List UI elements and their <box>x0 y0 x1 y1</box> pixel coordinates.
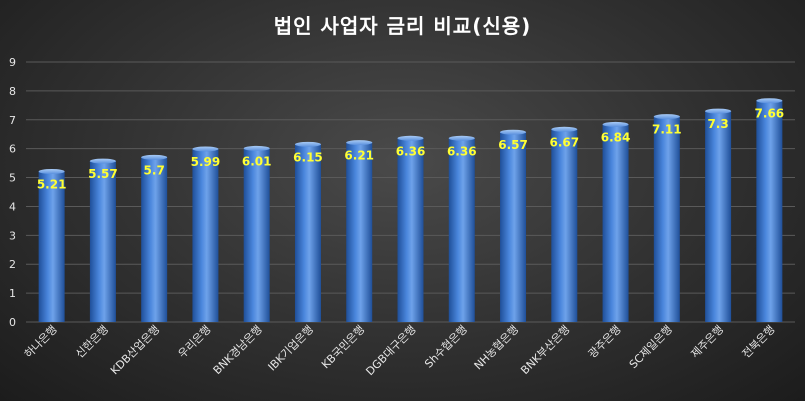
data-label: 6.15 <box>293 150 323 164</box>
y-tick-label: 8 <box>9 85 16 98</box>
data-label: 6.67 <box>549 135 579 149</box>
bar <box>243 145 270 322</box>
y-tick-label: 6 <box>9 143 16 156</box>
chart-title: 법인 사업자 금리 비교(신용) <box>273 14 532 38</box>
bar-cap <box>397 135 424 141</box>
bar <box>705 108 732 322</box>
data-label: 6.84 <box>601 130 631 144</box>
y-tick-label: 2 <box>9 258 16 271</box>
bar-body <box>294 144 321 322</box>
data-label: 7.11 <box>652 123 682 137</box>
bar-body <box>448 138 475 322</box>
bar <box>448 135 475 322</box>
y-tick-label: 5 <box>9 172 16 185</box>
bar-body <box>500 132 527 322</box>
bar-body <box>705 111 732 322</box>
y-tick-label: 4 <box>9 200 16 213</box>
data-label: 6.57 <box>498 138 528 152</box>
bar-body <box>653 116 680 322</box>
bar-cap <box>346 140 373 146</box>
y-tick-label: 0 <box>9 316 16 329</box>
x-tick-label: IBK기업은행 <box>266 323 317 374</box>
bar-body <box>243 148 270 322</box>
bar-cap <box>38 168 65 174</box>
bar-cap <box>551 126 578 132</box>
x-tick-label: DGB대구은행 <box>363 323 418 378</box>
bar <box>551 126 578 322</box>
x-tick-label: BNK부산은행 <box>518 323 572 377</box>
bar-body <box>141 157 168 322</box>
bar <box>602 121 629 323</box>
data-label: 5.21 <box>37 177 67 191</box>
y-tick-label: 7 <box>9 114 16 127</box>
bar-layer <box>38 98 783 323</box>
bar <box>294 141 321 322</box>
bar <box>346 140 373 322</box>
bar <box>653 114 680 322</box>
x-tick-label: 제주은행 <box>688 323 726 361</box>
x-tick-label: 하나은행 <box>21 322 60 361</box>
bar-cap <box>141 154 168 160</box>
data-label: 5.57 <box>88 167 118 181</box>
y-tick-label: 1 <box>9 287 16 300</box>
x-tick-label: BNK경남은행 <box>211 323 265 377</box>
bar <box>500 129 527 322</box>
bar <box>89 158 116 322</box>
bar-cap <box>294 141 321 147</box>
data-label: 6.36 <box>447 144 477 158</box>
bar-cap <box>243 145 270 151</box>
x-tick-label: NH농협은행 <box>472 323 521 372</box>
bar-cap <box>192 146 219 152</box>
bar <box>38 168 65 322</box>
bar-cap <box>705 108 732 114</box>
data-label: 7.66 <box>755 107 785 121</box>
data-label: 7.3 <box>707 117 728 131</box>
y-tick-label: 9 <box>9 56 16 69</box>
data-label: 5.7 <box>144 163 165 177</box>
bar-body <box>38 171 65 322</box>
bar-body <box>602 124 629 323</box>
bar-cap <box>448 135 475 141</box>
data-label: 6.21 <box>344 149 374 163</box>
x-tick-label: 전북은행 <box>740 323 778 361</box>
bar-cap <box>500 129 527 135</box>
x-tick-label: 광주은행 <box>586 323 624 361</box>
bar-body <box>756 100 783 322</box>
bar <box>397 135 424 322</box>
bar-cap <box>89 158 116 164</box>
data-label: 5.99 <box>191 155 221 169</box>
data-label: 6.36 <box>396 144 426 158</box>
y-tick-label: 3 <box>9 229 16 242</box>
bar-cap <box>602 121 629 127</box>
bar-cap <box>756 98 783 104</box>
x-tick-label: 신한은행 <box>73 323 111 361</box>
bar-body <box>397 138 424 322</box>
x-tick-label: Sh수협은행 <box>422 323 470 371</box>
bar <box>756 98 783 322</box>
x-tick-label: KDB산업은행 <box>108 323 162 377</box>
bar <box>192 146 219 322</box>
bar-body <box>89 161 116 322</box>
bar <box>141 154 168 322</box>
bar-cap <box>653 114 680 120</box>
bar-body <box>346 142 373 322</box>
bar-body <box>192 148 219 322</box>
data-label: 6.01 <box>242 154 272 168</box>
x-tick-label: KB국민은행 <box>319 323 367 371</box>
bar-body <box>551 129 578 322</box>
x-tick-label: SC제일은행 <box>626 322 675 371</box>
x-tick-label: 우리은행 <box>176 323 214 361</box>
